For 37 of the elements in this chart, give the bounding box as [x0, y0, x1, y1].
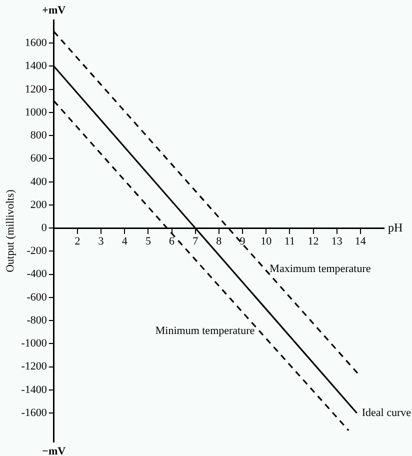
y-tick-label: -400	[26, 268, 48, 280]
x-tick-label: 14	[354, 236, 366, 248]
y-tick-label: -600	[26, 291, 48, 304]
x-tick-label: 6	[169, 236, 176, 248]
x-tick-label: 13	[331, 236, 343, 248]
y-tick-label: 400	[30, 176, 48, 188]
y-tick-label: -1200	[21, 360, 48, 373]
y-tick-label: -1000	[21, 338, 48, 350]
y-tick-label: -200	[26, 245, 48, 258]
y-tick-label: 800	[30, 130, 48, 142]
text: −mV	[42, 445, 66, 456]
y-tick-label: 1000	[24, 106, 48, 118]
y-tick-label: 200	[30, 198, 48, 211]
y-tick-label: 0	[41, 222, 48, 234]
y-tick-label: -1600	[21, 406, 48, 419]
series-label: Minimum temperature	[155, 325, 255, 338]
text: +mV	[42, 4, 66, 16]
x-axis-title: pH	[388, 220, 403, 234]
x-tick-label: 11	[284, 236, 295, 248]
y-tick-label: -800	[26, 314, 48, 326]
y-tick-label: 600	[30, 152, 48, 165]
y-tick-label: -1400	[21, 384, 48, 396]
series-label: Ideal curve	[362, 406, 412, 419]
x-tick-label: 3	[98, 236, 104, 248]
y-tick-label: 1200	[24, 83, 48, 96]
y-tick-label: 1600	[24, 37, 48, 50]
y-axis-title: Output (millivolts)	[4, 189, 16, 272]
x-tick-label: 7	[192, 236, 199, 248]
y-tick-label: 1400	[24, 60, 48, 72]
series-label: Maximum temperature	[270, 262, 371, 275]
x-tick-label: 10	[260, 236, 272, 248]
x-tick-label: 8	[216, 236, 222, 248]
x-tick-label: 5	[145, 236, 152, 248]
x-tick-label: 4	[122, 236, 128, 248]
x-tick-label: 2	[74, 236, 80, 248]
x-tick-label: 9	[240, 236, 246, 248]
x-tick-label: 12	[308, 236, 319, 248]
